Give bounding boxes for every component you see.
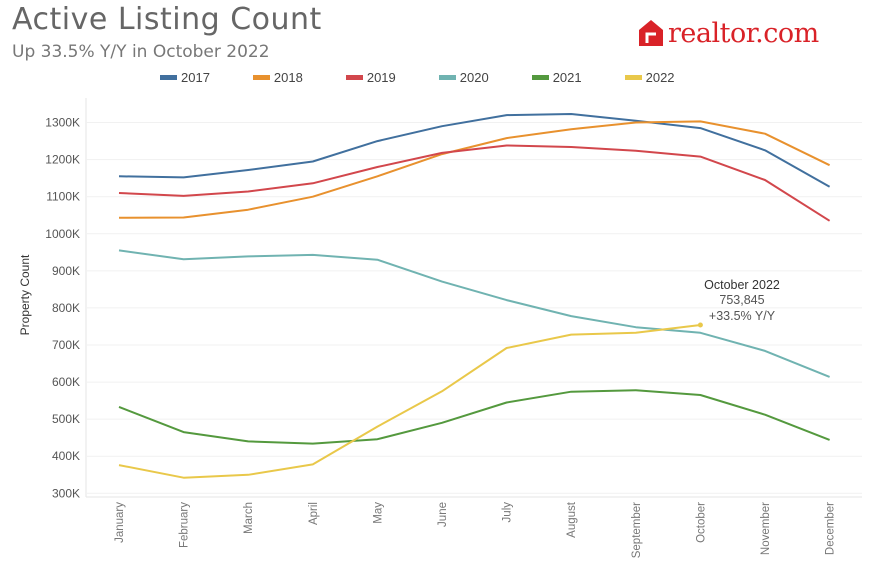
x-tick-label: February — [179, 502, 191, 548]
legend-swatch — [438, 75, 456, 80]
annotation-title: October 2022 — [704, 278, 780, 292]
x-tick-label: December — [825, 502, 837, 555]
annotation-point — [697, 322, 703, 328]
x-tick-label: May — [372, 502, 384, 524]
series-line-2021 — [118, 389, 830, 445]
legend-label: 2019 — [366, 70, 396, 85]
y-tick-label: 300K — [52, 486, 80, 500]
legend-swatch — [252, 75, 270, 80]
chart-title: Active Listing Count — [12, 2, 322, 37]
y-axis: 300K 400K 500K 600K 700K 800K 900K 1000K 1100K 12… — [45, 116, 80, 501]
chart-subtitle: Up 33.5% Y/Y in October 2022 — [12, 42, 270, 62]
legend-item-2018: 2018 — [252, 70, 303, 85]
series-line-2019 — [118, 144, 831, 222]
y-tick-label: 600K — [52, 375, 80, 389]
x-tick-label: October — [695, 502, 707, 543]
legend-item-2021: 2021 — [531, 70, 582, 85]
x-tick-label: July — [502, 502, 514, 523]
gridlines — [85, 98, 862, 498]
y-tick-label: 800K — [52, 301, 80, 315]
x-tick-label: November — [760, 502, 772, 555]
y-tick-label: 700K — [52, 338, 80, 352]
y-tick-label: 1100K — [46, 190, 80, 204]
legend-swatch — [624, 75, 642, 80]
legend-label: 2017 — [181, 70, 210, 85]
legend-item-2017: 2017 — [160, 70, 210, 85]
x-axis: January February March April May June July Augu… — [114, 501, 837, 558]
annotation-change: +33.5% Y/Y — [709, 309, 776, 323]
legend-swatch — [531, 75, 549, 80]
legend-label: 2018 — [273, 70, 303, 85]
y-tick-label: 900K — [52, 264, 80, 278]
legend-item-2019: 2019 — [345, 70, 396, 85]
y-axis-label: Property Count — [18, 254, 32, 335]
series-line-2018 — [118, 120, 831, 219]
x-tick-label: June — [437, 502, 449, 527]
annotation-value: 753,845 — [719, 293, 764, 307]
legend-swatch — [160, 75, 177, 80]
y-tick-label: 1300K — [45, 116, 80, 130]
x-tick-label: September — [631, 502, 643, 558]
x-tick-label: March — [243, 502, 255, 534]
legend-item-2020: 2020 — [438, 70, 489, 85]
y-tick-label: 1000K — [45, 227, 80, 241]
y-tick-label: 500K — [52, 412, 80, 426]
legend-label: 2021 — [552, 70, 582, 85]
y-tick-label: 1200K — [45, 153, 80, 167]
logo-text: realtor.com — [668, 17, 819, 49]
realtor-logo: realtor.com — [638, 16, 819, 50]
x-tick-label: August — [566, 501, 578, 538]
series-line-2020 — [118, 249, 830, 378]
series-line-2017 — [118, 113, 831, 188]
y-tick-label: 400K — [52, 449, 80, 463]
legend-label: 2020 — [459, 70, 489, 85]
legend-label: 2022 — [645, 70, 675, 85]
x-tick-label: January — [114, 502, 126, 543]
series-lines — [118, 113, 831, 479]
legend-swatch — [345, 75, 363, 80]
x-tick-label: April — [308, 502, 320, 525]
legend: 2017 2018 2019 2020 2021 2022 — [160, 70, 718, 85]
series-line-2022 — [118, 324, 701, 479]
legend-item-2022: 2022 — [624, 70, 675, 85]
house-icon — [639, 20, 663, 46]
